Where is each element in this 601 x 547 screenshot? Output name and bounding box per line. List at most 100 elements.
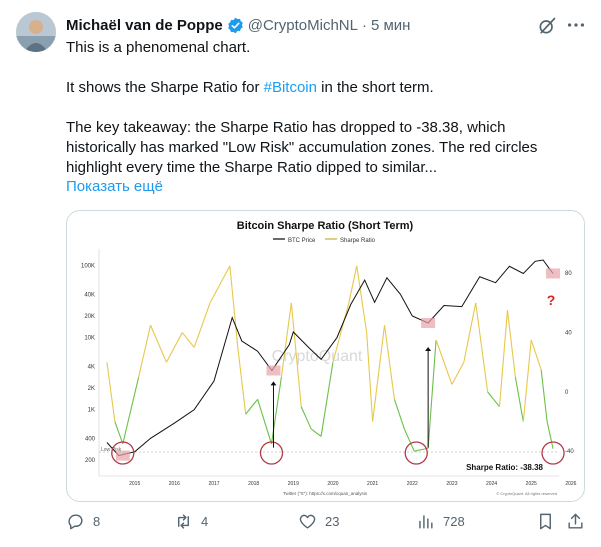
- sharpe-segment: [366, 332, 374, 422]
- like-count: 23: [325, 514, 340, 529]
- reply-icon: [68, 514, 83, 530]
- sharpe-segment: [181, 332, 195, 348]
- repost-icon: [178, 514, 189, 529]
- sharpe-segment: [229, 265, 239, 348]
- y-right-tick-label: -40: [565, 449, 574, 455]
- grok-icon[interactable]: [537, 16, 557, 36]
- x-tick-label: 2023: [446, 481, 457, 487]
- view-count: 728: [443, 514, 465, 529]
- sharpe-segment: [546, 421, 554, 449]
- author-avatar[interactable]: [16, 12, 56, 52]
- tweet-action-bar: 8 4 23 728: [66, 510, 585, 536]
- reply-button[interactable]: 8: [66, 512, 100, 531]
- tweet-header: Michaël van de Poppe @CryptoMichNL · 5 м…: [66, 14, 585, 36]
- sharpe-ratio-chart: Bitcoin Sharpe Ratio (Short Term) BTC Pr…: [81, 220, 577, 496]
- y-right-tick-label: 80: [565, 271, 572, 277]
- y-left-tick-label: 20K: [84, 314, 95, 320]
- tweet-media-image[interactable]: Bitcoin Sharpe Ratio (Short Term) BTC Pr…: [66, 210, 585, 502]
- chart-footer-twitter: Twitter ("X"): https://x.com/cquan_analy…: [283, 491, 368, 496]
- avatar-image: [16, 12, 56, 52]
- author-handle[interactable]: @CryptoMichNL: [247, 16, 358, 34]
- sharpe-segment: [348, 265, 358, 304]
- y-left-tick-label: 400: [85, 436, 96, 442]
- author-name[interactable]: Michaël van de Poppe: [66, 16, 223, 34]
- tweet-line-2-start: It shows the Sharpe Ratio for: [66, 79, 264, 96]
- tweet-line-3: The key takeaway: the Sharpe Ratio has d…: [66, 119, 538, 176]
- sharpe-segment: [165, 332, 183, 363]
- low-risk-circle: [541, 441, 565, 465]
- sharpe-segment: [393, 399, 405, 430]
- sharpe-segment: [435, 339, 453, 385]
- views-icon: [419, 515, 433, 529]
- sharpe-segment: [122, 376, 140, 444]
- views-button[interactable]: 728: [416, 512, 465, 531]
- sharpe-segment: [245, 398, 259, 415]
- more-options-icon[interactable]: [565, 14, 587, 36]
- x-tick-label: 2019: [288, 481, 299, 487]
- low-risk-circle: [259, 441, 284, 465]
- show-more-link[interactable]: Показать ещё: [66, 178, 163, 195]
- sharpe-segment: [383, 325, 395, 400]
- legend-sharpe-ratio: Sharpe Ratio: [340, 238, 376, 244]
- tweet-line-1: This is a phenomenal chart.: [66, 39, 251, 56]
- bookmark-button[interactable]: [536, 512, 563, 531]
- sharpe-segment: [530, 339, 542, 370]
- repost-count: 4: [201, 514, 209, 529]
- sharpe-segment: [320, 362, 334, 437]
- share-button[interactable]: [566, 512, 593, 531]
- price-highlight-box: [546, 268, 561, 279]
- y-left-tick-label: 4K: [88, 364, 95, 370]
- y-left-tick-label: 40K: [84, 292, 95, 298]
- bookmark-icon: [540, 513, 551, 530]
- sharpe-segment: [237, 347, 247, 415]
- arrow-head: [270, 381, 277, 386]
- sharpe-segment: [403, 428, 415, 452]
- price-highlight-box: [421, 317, 436, 328]
- sharpe-segment: [475, 302, 489, 392]
- like-button[interactable]: 23: [298, 512, 339, 531]
- y-left-tick-label: 2K: [88, 386, 95, 392]
- sharpe-segment: [487, 391, 500, 408]
- reply-count: 8: [93, 514, 101, 529]
- header-separator: ·: [361, 16, 367, 34]
- x-tick-label: 2018: [248, 481, 259, 487]
- sharpe-segment: [506, 310, 516, 378]
- x-tick-label: 2025: [526, 481, 537, 487]
- sharpe-segment: [193, 302, 211, 348]
- sharpe-segment: [372, 325, 386, 422]
- sharpe-segment: [451, 361, 465, 385]
- x-tick-label: 2016: [169, 481, 180, 487]
- sharpe-segment: [290, 302, 302, 407]
- x-tick-label: 2022: [407, 481, 418, 487]
- question-mark: ?: [547, 292, 556, 308]
- sharpe-segment: [150, 324, 167, 363]
- sharpe-segment: [257, 399, 273, 444]
- hashtag-link[interactable]: #Bitcoin: [263, 79, 317, 96]
- sharpe-segment: [138, 325, 152, 378]
- sharpe-segment: [114, 421, 124, 444]
- legend-btc-price: BTC Price: [288, 238, 316, 244]
- y-left-tick-label: 1K: [88, 408, 95, 414]
- x-tick-label: 2017: [208, 481, 219, 487]
- y-left-tick-label: 200: [85, 458, 96, 464]
- x-tick-label: 2015: [129, 481, 140, 487]
- x-tick-label: 2026: [565, 481, 576, 487]
- verified-badge-icon: [227, 17, 243, 33]
- low-risk-circle: [404, 441, 428, 465]
- sharpe-segment: [106, 362, 116, 422]
- tweet-line-2: It shows the Sharpe Ratio for #Bitcoin i…: [66, 78, 566, 98]
- arrow-head: [425, 346, 432, 351]
- low-risk-circle: [111, 441, 135, 465]
- chart-footer-copyright: © CryptoQuant. All rights reserved: [496, 491, 557, 496]
- x-tick-label: 2024: [486, 481, 497, 487]
- y-left-tick-label: 10K: [84, 336, 95, 342]
- tweet-timestamp[interactable]: 5 мин: [370, 16, 411, 34]
- tweet-line-2-end: in the short term.: [316, 79, 434, 96]
- sharpe-segment: [522, 339, 532, 422]
- y-left-tick-label: 100K: [81, 264, 95, 270]
- sharpe-segment: [514, 376, 524, 422]
- sharpe-ratio-annotation: Sharpe Ratio: -38.38: [466, 463, 543, 472]
- sharpe-segment: [332, 302, 350, 363]
- sharpe-segment: [310, 428, 322, 437]
- repost-button[interactable]: 4: [174, 512, 208, 531]
